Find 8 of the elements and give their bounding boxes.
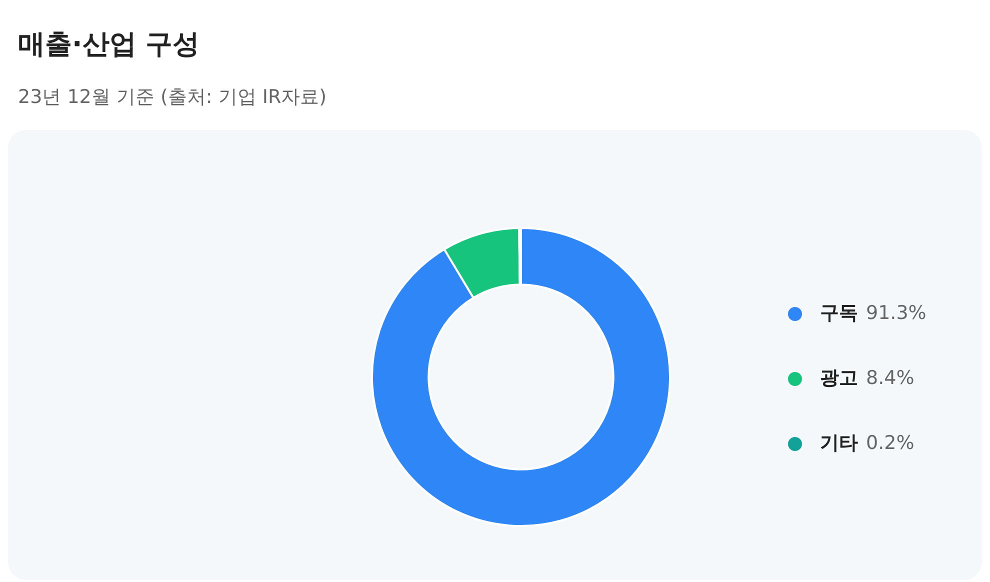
- data-label: 0.2%: [866, 431, 914, 456]
- legend-label: 구독: [820, 301, 858, 326]
- text: 매출·산업 구성: [18, 28, 200, 62]
- legend-label: 광고: [820, 366, 858, 391]
- data-label: 91.3%: [866, 301, 926, 326]
- data-label: 8.4%: [866, 366, 914, 391]
- text: 23년 12월 기준 (출처: 기업 IR자료): [18, 85, 327, 110]
- legend-label: 기타: [820, 431, 858, 456]
